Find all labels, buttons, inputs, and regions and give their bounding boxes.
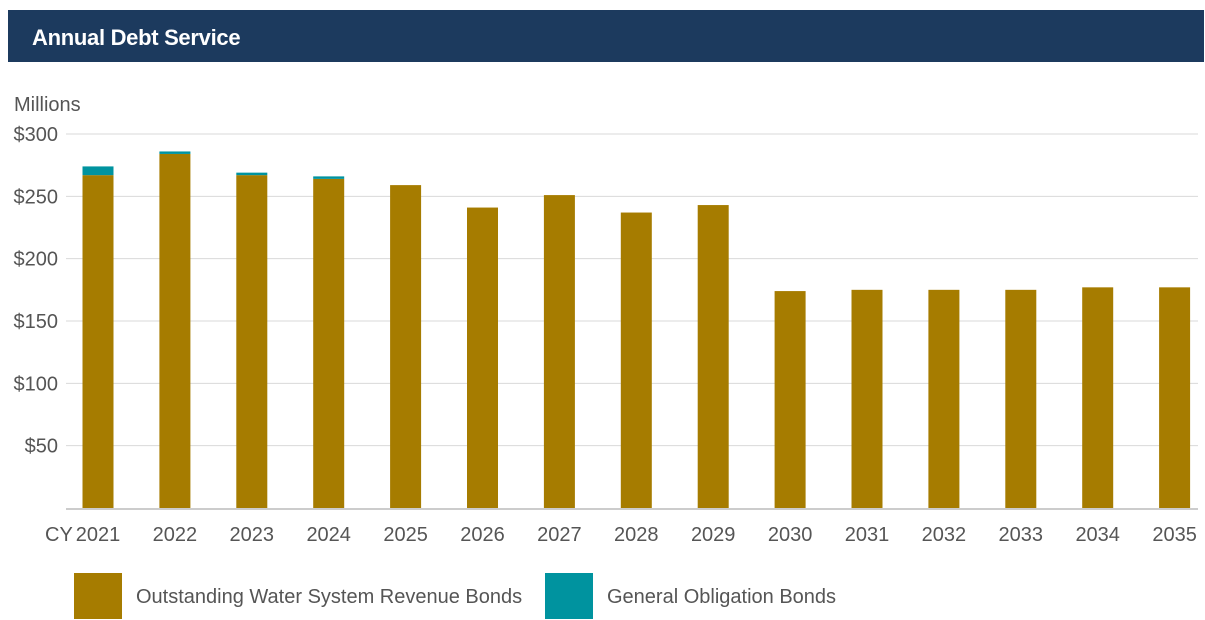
x-tick-label-2024: 2024 bbox=[306, 524, 351, 546]
y-axis-title: Millions bbox=[14, 94, 81, 116]
x-tick-label-2034: 2034 bbox=[1075, 524, 1120, 546]
y-tick-label-50: $50 bbox=[25, 436, 58, 458]
bar-revenue-bonds-2022 bbox=[159, 153, 191, 509]
bar-revenue-bonds-2023 bbox=[236, 175, 268, 508]
bar-go-bonds-2023 bbox=[236, 172, 268, 176]
bar-revenue-bonds-2024 bbox=[313, 178, 345, 508]
y-tick-label-200: $200 bbox=[14, 249, 59, 271]
bar-go-bonds-2024 bbox=[313, 176, 345, 179]
x-tick-label-2023: 2023 bbox=[230, 524, 275, 546]
y-tick-label-150: $150 bbox=[14, 311, 59, 333]
x-tick-label-2029: 2029 bbox=[691, 524, 736, 546]
x-tick-label-2035: 2035 bbox=[1152, 524, 1197, 546]
debt-service-chart: Millions $50 $100 $150 $200 $250 $300 2021 2022 2… bbox=[14, 94, 1198, 546]
bar-revenue-bonds-2034 bbox=[1082, 287, 1114, 508]
y-tick-label-300: $300 bbox=[14, 124, 59, 146]
x-axis-prefix: CY bbox=[45, 524, 73, 546]
bar-revenue-bonds-2028 bbox=[620, 212, 652, 509]
legend-label-revenue-bonds: Outstanding Water System Revenue Bonds bbox=[136, 586, 523, 608]
x-tick-label-2027: 2027 bbox=[537, 524, 582, 546]
x-tick-label-2033: 2033 bbox=[999, 524, 1044, 546]
legend-swatch-revenue-bonds bbox=[74, 573, 122, 619]
chart-header: Annual Debt Service bbox=[8, 10, 1204, 62]
bar-go-bonds-2022 bbox=[159, 151, 191, 154]
x-tick-label-2025: 2025 bbox=[383, 524, 428, 546]
x-tick-label-2022: 2022 bbox=[153, 524, 198, 546]
bar-revenue-bonds-2032 bbox=[928, 289, 960, 508]
legend-swatch-go-bonds bbox=[545, 573, 593, 619]
x-tick-label-2021: 2021 bbox=[76, 524, 121, 546]
legend-label-go-bonds: General Obligation Bonds bbox=[607, 586, 837, 608]
chart-title: Annual Debt Service bbox=[32, 25, 241, 50]
chart-legend: Outstanding Water System Revenue Bonds G… bbox=[0, 570, 1205, 620]
x-tick-label-2030: 2030 bbox=[768, 524, 813, 546]
bar-revenue-bonds-2030 bbox=[774, 291, 806, 508]
bar-revenue-bonds-2031 bbox=[851, 289, 883, 508]
bar-revenue-bonds-2033 bbox=[1005, 289, 1037, 508]
y-tick-label-100: $100 bbox=[14, 373, 59, 395]
bar-revenue-bonds-2029 bbox=[697, 205, 729, 508]
bar-revenue-bonds-2025 bbox=[390, 185, 422, 508]
bar-go-bonds-2021 bbox=[82, 166, 114, 176]
bar-revenue-bonds-2026 bbox=[467, 207, 498, 508]
bar-revenue-bonds-2021 bbox=[82, 175, 114, 508]
x-tick-label-2028: 2028 bbox=[614, 524, 659, 546]
x-tick-label-2031: 2031 bbox=[845, 524, 890, 546]
bar-revenue-bonds-2035 bbox=[1159, 287, 1191, 508]
bar-revenue-bonds-2027 bbox=[543, 195, 575, 508]
x-tick-label-2032: 2032 bbox=[922, 524, 967, 546]
y-tick-label-250: $250 bbox=[14, 186, 59, 208]
x-tick-label-2026: 2026 bbox=[460, 524, 505, 546]
